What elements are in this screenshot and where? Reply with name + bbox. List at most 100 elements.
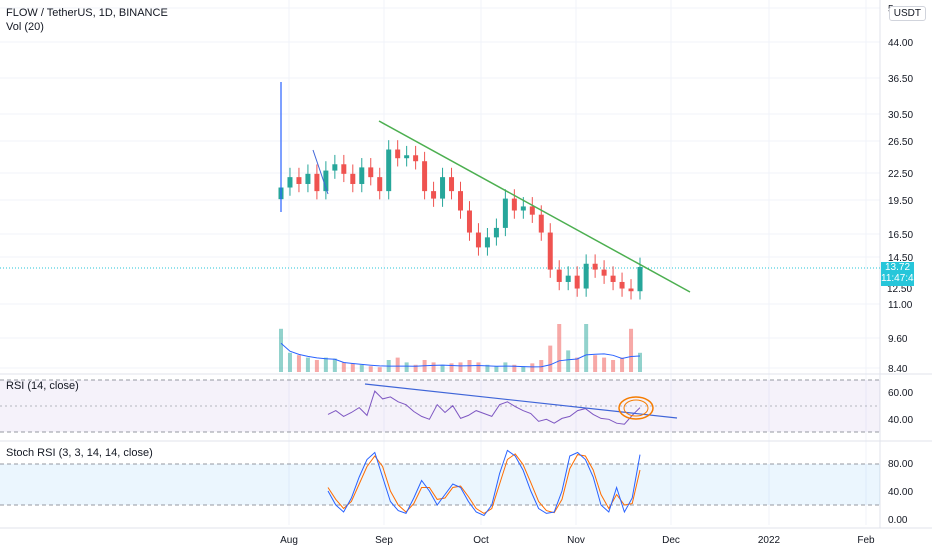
stoch-tick-label: 0.00 xyxy=(888,515,908,526)
time-tick-label: Oct xyxy=(473,535,489,546)
candle-body xyxy=(449,177,455,192)
bar-countdown: 11:47:49 xyxy=(881,273,920,284)
price-tick-label: 36.50 xyxy=(888,74,913,85)
candle-body xyxy=(547,232,553,270)
volume-bar xyxy=(566,350,571,372)
candle-body xyxy=(440,177,446,199)
candle-body xyxy=(583,263,589,289)
volume-bar xyxy=(503,362,508,372)
candle-body xyxy=(529,206,535,215)
volume-bar xyxy=(638,352,642,372)
candle-body xyxy=(565,275,571,282)
rsi-tick-label: 40.00 xyxy=(888,415,913,426)
candle-body xyxy=(296,177,302,184)
candle-body xyxy=(466,210,472,233)
price-tick-label: 11.00 xyxy=(888,300,913,311)
highlight-circle xyxy=(618,396,654,420)
candle-body xyxy=(359,167,365,184)
stoch-tick-label: 40.00 xyxy=(888,487,913,498)
volume-bar xyxy=(314,360,319,372)
volume-sma-line xyxy=(280,342,641,368)
stoch-rsi-label: Stoch RSI (3, 3, 14, 14, close) xyxy=(6,447,153,459)
candle-body xyxy=(628,288,634,292)
candle-body xyxy=(574,275,580,289)
price-tick-label: 12.50 xyxy=(887,284,912,295)
stoch-tick-label: 80.00 xyxy=(888,459,913,470)
price-tick-label: 9.60 xyxy=(888,334,908,345)
volume-bar xyxy=(602,357,607,372)
time-tick-label: 2022 xyxy=(758,535,781,546)
volume-bar xyxy=(593,355,598,372)
volume-bar xyxy=(323,357,328,372)
candle-body xyxy=(314,173,320,192)
stoch-line xyxy=(327,449,641,517)
volume-bar xyxy=(494,366,499,372)
candle-body xyxy=(556,269,562,282)
candle-body xyxy=(377,177,383,192)
currency-button[interactable]: USDT xyxy=(888,6,926,21)
rsi-tick-label: 60.00 xyxy=(888,388,913,399)
volume-bar xyxy=(413,364,418,372)
price-tick-label: 8.40 xyxy=(888,364,908,375)
candle-body xyxy=(323,170,329,192)
candle-body xyxy=(413,155,419,162)
time-tick-label: Nov xyxy=(567,535,585,546)
candle-body xyxy=(601,269,607,276)
volume-label: Vol (20) xyxy=(6,21,44,33)
rsi-trendline xyxy=(364,383,678,419)
volume-bar xyxy=(287,352,292,372)
volume-bar xyxy=(404,362,409,372)
last-price: 13.72 xyxy=(884,262,911,273)
candle-body xyxy=(493,227,499,238)
time-tick-label: Feb xyxy=(857,535,875,546)
trendline xyxy=(378,120,691,293)
volume-bar xyxy=(611,360,616,372)
volume-bar xyxy=(539,360,544,372)
candle-body xyxy=(305,173,311,184)
volume-bar xyxy=(305,357,310,372)
symbol-title: FLOW / TetherUS, 1D, BINANCE xyxy=(6,7,168,19)
volume-bar xyxy=(449,363,454,372)
volume-bar xyxy=(279,328,283,372)
last-price-badge: 13.72 11:47:49 xyxy=(881,262,920,286)
candle-body xyxy=(350,173,356,184)
candle-body xyxy=(502,198,508,228)
time-tick-label: Sep xyxy=(375,535,393,546)
volume-bar xyxy=(350,363,355,372)
price-tick-label: 14.50 xyxy=(888,253,913,264)
candle-body xyxy=(538,214,544,233)
candle-body xyxy=(368,167,374,178)
candle-body xyxy=(404,155,410,159)
volume-bar xyxy=(620,357,625,372)
volume-bar xyxy=(629,328,634,372)
volume-bar xyxy=(377,367,382,372)
volume-bar xyxy=(332,358,337,372)
candle-body xyxy=(287,177,293,188)
volume-bar xyxy=(368,366,373,372)
highlight-circle xyxy=(623,399,649,417)
volume-bar xyxy=(296,355,301,372)
volume-bar xyxy=(557,324,562,372)
volume-bar xyxy=(530,363,535,372)
time-tick-label: Dec xyxy=(662,535,680,546)
candle-body xyxy=(610,275,616,282)
drawing-line xyxy=(312,149,329,195)
volume-bar xyxy=(575,357,580,372)
volume-bar xyxy=(548,345,553,372)
candle-body xyxy=(341,164,347,174)
rsi-label: RSI (14, close) xyxy=(6,380,79,392)
time-tick-label: Aug xyxy=(280,535,298,546)
candle-body xyxy=(484,237,490,248)
price-tick-label: 19.50 xyxy=(888,196,913,207)
volume-bar xyxy=(458,362,463,372)
price-tick-label: 44.00 xyxy=(888,38,913,49)
candle-body xyxy=(422,161,428,192)
volume-bar xyxy=(476,362,481,372)
candle-body xyxy=(458,191,463,211)
candle-body xyxy=(511,198,517,211)
candle-body xyxy=(592,263,598,270)
candle-body xyxy=(619,281,625,289)
stoch-line xyxy=(327,453,641,514)
volume-bar xyxy=(395,357,400,372)
